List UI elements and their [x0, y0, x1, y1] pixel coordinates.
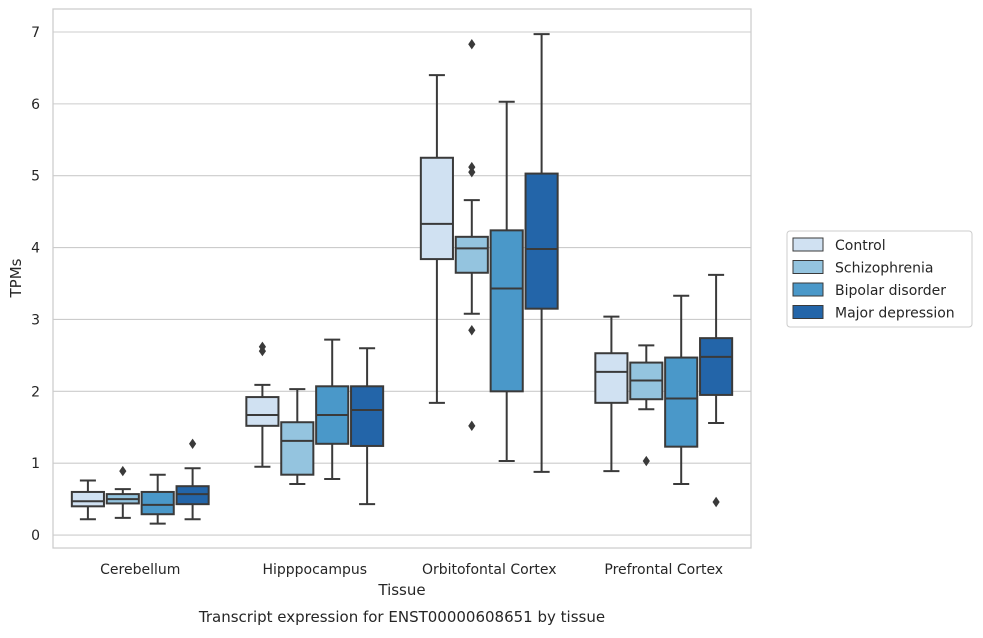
x-tick-label: Cerebellum	[100, 562, 180, 578]
legend-label: Control	[835, 238, 886, 254]
box-group	[664, 294, 699, 486]
box-group	[699, 273, 734, 508]
box-series	[70, 33, 734, 525]
box	[245, 396, 280, 427]
box-group	[419, 74, 454, 404]
legend-label: Bipolar disorder	[835, 283, 946, 299]
y-tick-label: 1	[31, 456, 40, 472]
box	[175, 485, 210, 506]
box	[419, 156, 454, 261]
chart-caption: Transcript expression for ENST0000060865…	[198, 608, 605, 626]
legend-swatch	[792, 237, 824, 252]
box-group	[629, 344, 664, 467]
plot-frame	[52, 8, 752, 549]
box-group	[489, 100, 524, 463]
outlier-point	[468, 420, 476, 432]
box	[489, 229, 524, 393]
y-tick-label: 7	[31, 25, 40, 41]
x-tick-label: Hipppocampus	[262, 562, 367, 578]
x-tick-label: Orbitofontal Cortex	[422, 562, 557, 578]
outlier-point	[642, 455, 650, 467]
legend-swatch	[792, 260, 824, 274]
box-group	[350, 347, 385, 506]
legend: Control Schizophrenia Bipolar disorder Majo…	[786, 230, 973, 328]
box	[699, 337, 734, 396]
y-tick-label: 0	[31, 528, 40, 544]
box	[350, 385, 385, 447]
box-group	[70, 479, 105, 521]
box-group	[594, 315, 629, 473]
box-group	[454, 39, 489, 432]
grid-lines	[53, 31, 751, 536]
box-group	[175, 438, 210, 521]
outlier-point	[189, 438, 197, 449]
y-tick-label: 4	[31, 241, 40, 257]
box	[70, 490, 105, 508]
box	[524, 172, 559, 310]
legend-label: Major depression	[835, 306, 955, 322]
y-tick-label: 2	[31, 384, 40, 400]
box-group	[245, 341, 280, 468]
outlier-point	[712, 496, 720, 508]
box	[280, 421, 315, 476]
box	[454, 235, 489, 274]
outlier-point	[468, 166, 476, 178]
box-group	[524, 33, 559, 473]
legend-frame	[786, 230, 973, 328]
outlier-point	[119, 465, 127, 477]
box-group	[280, 388, 315, 486]
box-group	[315, 338, 350, 481]
box-group	[140, 473, 175, 525]
box	[140, 490, 175, 516]
y-axis-label: TPMs	[7, 258, 25, 298]
box	[664, 356, 699, 448]
legend-label: Schizophrenia	[835, 261, 933, 277]
y-tick-label: 3	[31, 312, 40, 328]
y-axis-ticks: 0 1 2 3 4 5 6 7	[31, 25, 40, 544]
y-tick-label: 6	[31, 97, 40, 113]
x-axis-ticks: Cerebellum Hipppocampus Orbitofontal Corte…	[100, 562, 723, 578]
outlier-point	[468, 325, 476, 336]
legend-swatch	[792, 282, 824, 297]
outlier-point	[468, 39, 476, 50]
x-tick-label: Prefrontal Cortex	[604, 562, 723, 578]
y-tick-label: 5	[31, 169, 40, 185]
outlier-point	[258, 341, 266, 352]
legend-swatch	[792, 305, 824, 319]
box	[594, 352, 629, 404]
x-axis-label: Tissue	[377, 581, 425, 599]
box-group	[105, 465, 140, 519]
